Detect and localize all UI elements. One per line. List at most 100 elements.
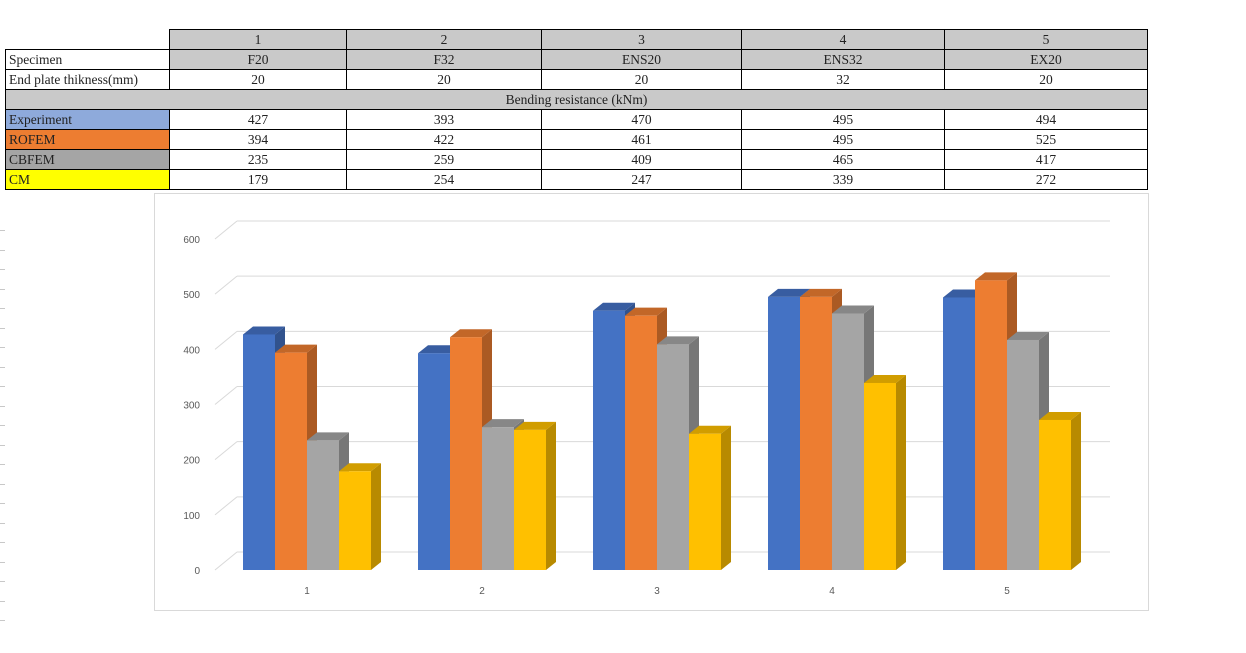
- bar: [275, 352, 307, 570]
- column-number: 5: [944, 29, 1148, 50]
- specimen-name: ENS32: [741, 49, 945, 70]
- bar-top: [339, 463, 381, 472]
- bar: [768, 296, 800, 570]
- bar-top: [832, 305, 874, 314]
- result-cell: 235: [169, 149, 347, 170]
- result-cell: 494: [944, 109, 1148, 130]
- y-tick-label: 200: [183, 456, 200, 467]
- thickness-value: 20: [944, 69, 1148, 90]
- result-row: ROFEM 394 422 461 495 525: [5, 129, 1148, 150]
- bar: [975, 280, 1007, 570]
- bar-top: [864, 374, 906, 383]
- bar: [243, 334, 275, 570]
- bar: [1007, 339, 1039, 570]
- x-tick-label: 3: [654, 586, 660, 597]
- thickness-value: 20: [541, 69, 742, 90]
- result-cell: 422: [346, 129, 542, 150]
- bar-top: [657, 336, 699, 345]
- thickness-label: End plate thikness(mm): [5, 69, 170, 90]
- method-label: ROFEM: [5, 129, 170, 150]
- result-cell: 409: [541, 149, 742, 170]
- bar-top: [418, 345, 460, 354]
- gridline-depth: [214, 386, 238, 405]
- y-tick-label: 600: [183, 235, 200, 246]
- y-tick-label: 0: [194, 566, 200, 577]
- bar-top: [943, 289, 985, 298]
- result-cell: 254: [346, 169, 542, 190]
- specimen-name: F32: [346, 49, 542, 70]
- bar: [832, 313, 864, 570]
- x-tick-label: 5: [1004, 586, 1010, 597]
- gridline-depth: [214, 441, 238, 461]
- left-margin-ticks: [0, 230, 6, 640]
- column-number: 3: [541, 29, 742, 50]
- thickness-value: 20: [346, 69, 542, 90]
- y-tick-label: 300: [183, 401, 200, 412]
- bar-top: [975, 272, 1017, 281]
- thickness-value: 20: [169, 69, 347, 90]
- bar-top: [689, 425, 731, 434]
- bar-top: [482, 419, 524, 428]
- method-label: CM: [5, 169, 170, 190]
- result-cell: 393: [346, 109, 542, 130]
- specimen-name: F20: [169, 49, 347, 70]
- bar: [482, 427, 514, 570]
- thickness-value: 32: [741, 69, 945, 90]
- header-number-row: 1 2 3 4 5: [6, 29, 1148, 50]
- method-label: CBFEM: [5, 149, 170, 170]
- bar: [450, 337, 482, 570]
- result-row: CBFEM 235 259 409 465 417: [5, 149, 1148, 170]
- bar: [1039, 419, 1071, 570]
- bar-top: [243, 326, 285, 335]
- bar-top: [1039, 411, 1081, 420]
- bar-side: [721, 425, 731, 570]
- bar-top: [514, 421, 556, 430]
- gridline-depth: [214, 330, 238, 350]
- bar: [514, 429, 546, 570]
- gridline-depth: [214, 275, 238, 295]
- bar-top: [1007, 331, 1049, 340]
- bar-side: [896, 374, 906, 570]
- y-tick-label: 500: [183, 290, 200, 301]
- bar: [307, 440, 339, 570]
- bar: [943, 297, 975, 570]
- result-cell: 495: [741, 129, 945, 150]
- bar: [800, 296, 832, 570]
- result-cell: 394: [169, 129, 347, 150]
- gridline-depth: [214, 496, 238, 516]
- specimen-row: Specimen F20 F32 ENS20 ENS32 EX20: [5, 49, 1148, 70]
- result-cell: 470: [541, 109, 742, 130]
- bar-top: [307, 432, 349, 441]
- bar: [418, 353, 450, 570]
- thickness-row: End plate thikness(mm) 20 20 20 32 20: [5, 69, 1148, 90]
- bar-top: [450, 329, 492, 338]
- gridline-depth: [214, 551, 238, 571]
- bar: [339, 471, 371, 570]
- bar-top: [275, 344, 317, 353]
- result-cell: 427: [169, 109, 347, 130]
- x-tick-label: 2: [479, 586, 485, 597]
- column-number: 2: [346, 29, 542, 50]
- column-number: 1: [169, 29, 347, 50]
- result-cell: 461: [541, 129, 742, 150]
- y-tick-label: 100: [183, 511, 200, 522]
- method-label: Experiment: [5, 109, 170, 130]
- column-number: 4: [741, 29, 945, 50]
- bar-top: [625, 307, 667, 316]
- bar-top: [800, 288, 842, 297]
- result-cell: 259: [346, 149, 542, 170]
- bar-side: [1071, 411, 1081, 570]
- bar-top: [593, 302, 635, 311]
- result-cell: 525: [944, 129, 1148, 150]
- result-cell: 339: [741, 169, 945, 190]
- result-cell: 272: [944, 169, 1148, 190]
- bar-side: [546, 421, 556, 570]
- specimen-label: Specimen: [5, 49, 170, 70]
- bar: [593, 310, 625, 570]
- bar: [689, 433, 721, 570]
- specimen-name: EX20: [944, 49, 1148, 70]
- x-tick-label: 1: [304, 586, 310, 597]
- results-table: 1 2 3 4 5 Specimen F20 F32 ENS20 ENS32 E…: [5, 29, 1148, 190]
- x-tick-label: 4: [829, 586, 835, 597]
- chart-area: 0 100 200 300 400 500 600 1 2 3 4 5: [154, 193, 1149, 611]
